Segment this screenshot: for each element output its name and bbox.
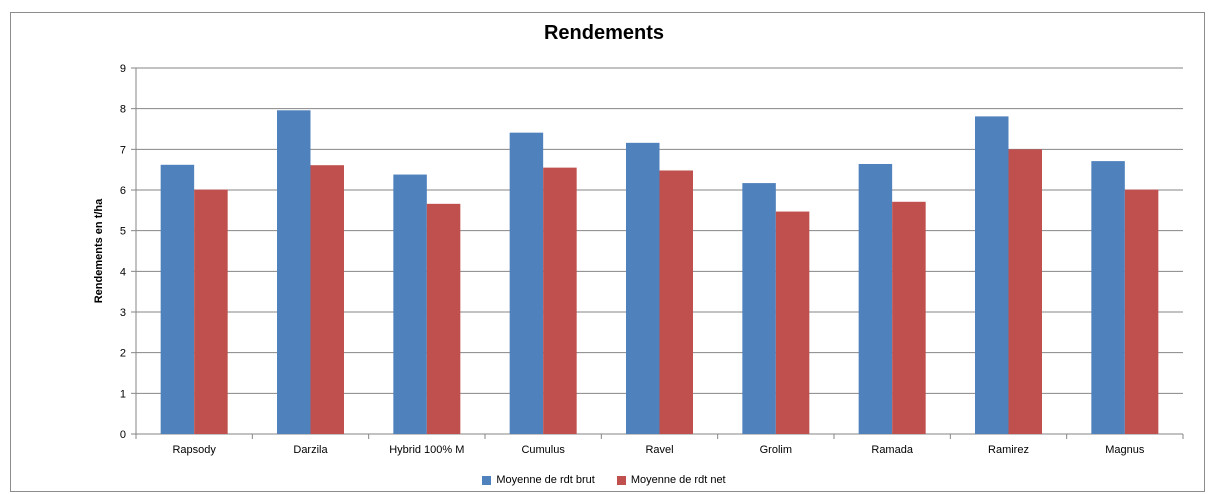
y-tick-label: 1 xyxy=(120,388,126,400)
bar-brut xyxy=(742,183,776,434)
y-axis-label: Rendements en t/ha xyxy=(93,198,105,303)
legend: Moyenne de rdt brut Moyenne de rdt net xyxy=(0,474,1208,486)
bar-net xyxy=(543,167,577,434)
y-tick-label: 2 xyxy=(120,348,126,360)
x-tick-label: Cumulus xyxy=(521,444,565,456)
bar-net xyxy=(310,165,344,434)
x-tick-label: Darzila xyxy=(293,444,328,456)
x-tick-label: Rapsody xyxy=(172,444,216,456)
bar-net xyxy=(426,203,461,434)
y-tick-label: 8 xyxy=(120,104,126,116)
y-tick-label: 9 xyxy=(120,63,126,75)
y-tick-label: 6 xyxy=(120,185,126,197)
bar-net xyxy=(659,170,693,435)
x-tick-label: Hybrid 100% M xyxy=(389,444,464,456)
bar-net xyxy=(892,201,926,434)
bar-net xyxy=(194,189,228,434)
legend-item-net: Moyenne de rdt net xyxy=(616,474,726,486)
legend-swatch-net xyxy=(616,475,626,485)
x-tick-label: Ravel xyxy=(645,444,673,456)
bar-brut xyxy=(858,163,893,434)
y-tick-label: 3 xyxy=(120,307,126,319)
bar-brut xyxy=(626,142,660,434)
x-tick-label: Ramada xyxy=(871,444,913,456)
bar-net xyxy=(1008,149,1042,435)
y-tick-label: 4 xyxy=(120,266,126,278)
legend-item-brut: Moyenne de rdt brut xyxy=(482,474,595,486)
bar-brut xyxy=(160,164,195,434)
x-tick-label: Magnus xyxy=(1105,444,1145,456)
legend-label-net: Moyenne de rdt net xyxy=(630,474,726,486)
bar-brut xyxy=(277,110,311,434)
bar-brut xyxy=(393,174,427,434)
chart-title: Rendements xyxy=(543,22,665,44)
x-tick-label: Ramirez xyxy=(988,444,1029,456)
y-tick-label: 7 xyxy=(120,144,126,156)
x-tick-label: Grolim xyxy=(760,444,792,456)
bar-brut xyxy=(1091,161,1125,435)
legend-label-brut: Moyenne de rdt brut xyxy=(496,474,595,486)
bar-net xyxy=(1124,189,1159,434)
bar-brut xyxy=(975,116,1009,434)
bar-net xyxy=(775,211,810,434)
legend-swatch-brut xyxy=(482,475,492,485)
y-tick-label: 5 xyxy=(120,226,126,238)
y-tick-label: 0 xyxy=(120,429,126,441)
bar-brut xyxy=(509,132,544,434)
